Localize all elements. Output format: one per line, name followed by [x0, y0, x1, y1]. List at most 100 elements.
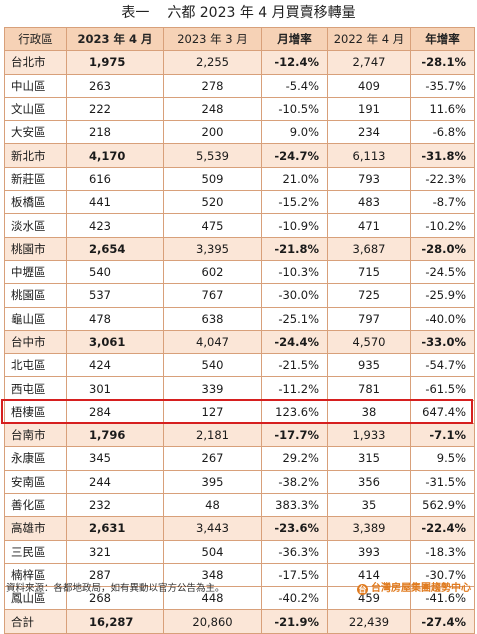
mom-value: -38.2% [261, 469, 328, 494]
apr-2023-value: 263 [66, 73, 164, 98]
apr-2023-value: 244 [66, 469, 164, 494]
mar-2023-value: 638 [163, 306, 262, 331]
apr-2022-value: 2,747 [327, 50, 411, 75]
transfer-table-container: 行政區 2023 年 4 月 2023 年 3 月 月增率 2022 年 4 月… [4, 26, 475, 634]
apr-2022-value: 22,439 [327, 609, 411, 634]
table-row: 桃園區 537 767 -30.0% 725 -25.9% [4, 283, 475, 308]
district-name: 永康區 [4, 446, 67, 471]
apr-2023-value: 301 [66, 376, 164, 401]
apr-2022-value: 393 [327, 539, 411, 564]
mom-value: -25.1% [261, 306, 328, 331]
yoy-value: -27.4% [410, 609, 475, 634]
mar-2023-value: 5,539 [163, 143, 262, 168]
mom-value: 21.0% [261, 166, 328, 192]
header-mar-2023: 2023 年 3 月 [163, 26, 262, 52]
yoy-value: -33.0% [410, 329, 475, 355]
district-name: 台北市 [4, 50, 67, 75]
table-row: 淡水區 423 475 -10.9% 471 -10.2% [4, 213, 475, 238]
table-title: 表一 六都 2023 年 4 月買賣移轉量 [0, 2, 477, 24]
mom-value: -15.2% [261, 190, 328, 215]
yoy-value: -7.1% [410, 423, 475, 448]
mom-value: 9.0% [261, 120, 328, 145]
apr-2022-value: 356 [327, 469, 411, 494]
apr-2022-value: 191 [327, 96, 411, 122]
mom-value: -10.5% [261, 96, 328, 122]
apr-2023-value: 478 [66, 306, 164, 331]
mom-value: 383.3% [261, 492, 328, 518]
header-yoy: 年增率 [410, 26, 475, 52]
mar-2023-value: 267 [163, 446, 262, 471]
yoy-value: -22.4% [410, 516, 475, 541]
yoy-value: 647.4% [410, 399, 475, 425]
apr-2023-value: 345 [66, 446, 164, 471]
table-row: 新莊區 616 509 21.0% 793 -22.3% [4, 166, 475, 192]
yoy-value: -25.9% [410, 283, 475, 308]
mar-2023-value: 509 [163, 166, 262, 192]
mom-value: -10.9% [261, 213, 328, 238]
city-row: 台南市 1,796 2,181 -17.7% 1,933 -7.1% [4, 423, 475, 448]
table-row: 板橋區 441 520 -15.2% 483 -8.7% [4, 190, 475, 215]
apr-2022-value: 35 [327, 492, 411, 518]
yoy-value: -6.8% [410, 120, 475, 145]
apr-2023-value: 1,975 [66, 50, 164, 75]
mom-value: -36.3% [261, 539, 328, 564]
mar-2023-value: 395 [163, 469, 262, 494]
city-row: 桃園市 2,654 3,395 -21.8% 3,687 -28.0% [4, 236, 475, 261]
mom-value: -5.4% [261, 73, 328, 98]
apr-2023-value: 2,631 [66, 516, 164, 541]
yoy-value: -35.7% [410, 73, 475, 98]
yoy-value: -22.3% [410, 166, 475, 192]
apr-2023-value: 218 [66, 120, 164, 145]
source-note: 資料來源：各都地政局，如有異動以官方公告為主。 [6, 583, 225, 594]
district-name: 淡水區 [4, 213, 67, 238]
table-title-text: 六都 2023 年 4 月買賣移轉量 [167, 5, 356, 21]
city-row: 高雄市 2,631 3,443 -23.6% 3,389 -22.4% [4, 516, 475, 541]
district-name: 安南區 [4, 469, 67, 494]
mar-2023-value: 2,255 [163, 50, 262, 75]
apr-2022-value: 3,687 [327, 236, 411, 261]
district-name: 楠梓區 [4, 562, 67, 588]
apr-2022-value: 315 [327, 446, 411, 471]
yoy-value: -31.5% [410, 469, 475, 494]
mom-value: 123.6% [261, 399, 328, 425]
mar-2023-value: 3,395 [163, 236, 262, 261]
district-name: 文山區 [4, 96, 67, 122]
district-name: 善化區 [4, 492, 67, 518]
city-row: 台中市 3,061 4,047 -24.4% 4,570 -33.0% [4, 329, 475, 355]
apr-2023-value: 222 [66, 96, 164, 122]
mar-2023-value: 767 [163, 283, 262, 308]
yoy-value: -28.1% [410, 50, 475, 75]
table-row: 善化區 232 48 383.3% 35 562.9% [4, 492, 475, 518]
apr-2023-value: 321 [66, 539, 164, 564]
district-name: 梧棲區 [4, 399, 67, 425]
apr-2023-value: 616 [66, 166, 164, 192]
total-row: 合計 16,287 20,860 -21.9% 22,439 -27.4% [4, 609, 475, 634]
apr-2022-value: 234 [327, 120, 411, 145]
district-name: 中壢區 [4, 259, 67, 285]
table-row: 中山區 263 278 -5.4% 409 -35.7% [4, 73, 475, 98]
yoy-value: -8.7% [410, 190, 475, 215]
header-apr-2023: 2023 年 4 月 [66, 26, 164, 52]
apr-2023-value: 284 [66, 399, 164, 425]
mom-value: -12.4% [261, 50, 328, 75]
mar-2023-value: 339 [163, 376, 262, 401]
table-row: 北屯區 424 540 -21.5% 935 -54.7% [4, 353, 475, 378]
mom-value: -10.3% [261, 259, 328, 285]
table-row: 梧棲區 284 127 123.6% 38 647.4% [4, 399, 475, 425]
mom-value: -21.5% [261, 353, 328, 378]
apr-2022-value: 38 [327, 399, 411, 425]
yoy-value: -18.3% [410, 539, 475, 564]
mom-value: -17.7% [261, 423, 328, 448]
apr-2022-value: 409 [327, 73, 411, 98]
district-name: 板橋區 [4, 190, 67, 215]
apr-2022-value: 6,113 [327, 143, 411, 168]
yoy-value: -31.8% [410, 143, 475, 168]
mar-2023-value: 475 [163, 213, 262, 238]
apr-2022-value: 797 [327, 306, 411, 331]
district-name: 台中市 [4, 329, 67, 355]
transfer-table: 行政區 2023 年 4 月 2023 年 3 月 月增率 2022 年 4 月… [4, 26, 475, 634]
district-name: 桃園區 [4, 283, 67, 308]
mom-value: -24.4% [261, 329, 328, 355]
mar-2023-value: 602 [163, 259, 262, 285]
brand-mark-icon: 台 [357, 584, 368, 595]
